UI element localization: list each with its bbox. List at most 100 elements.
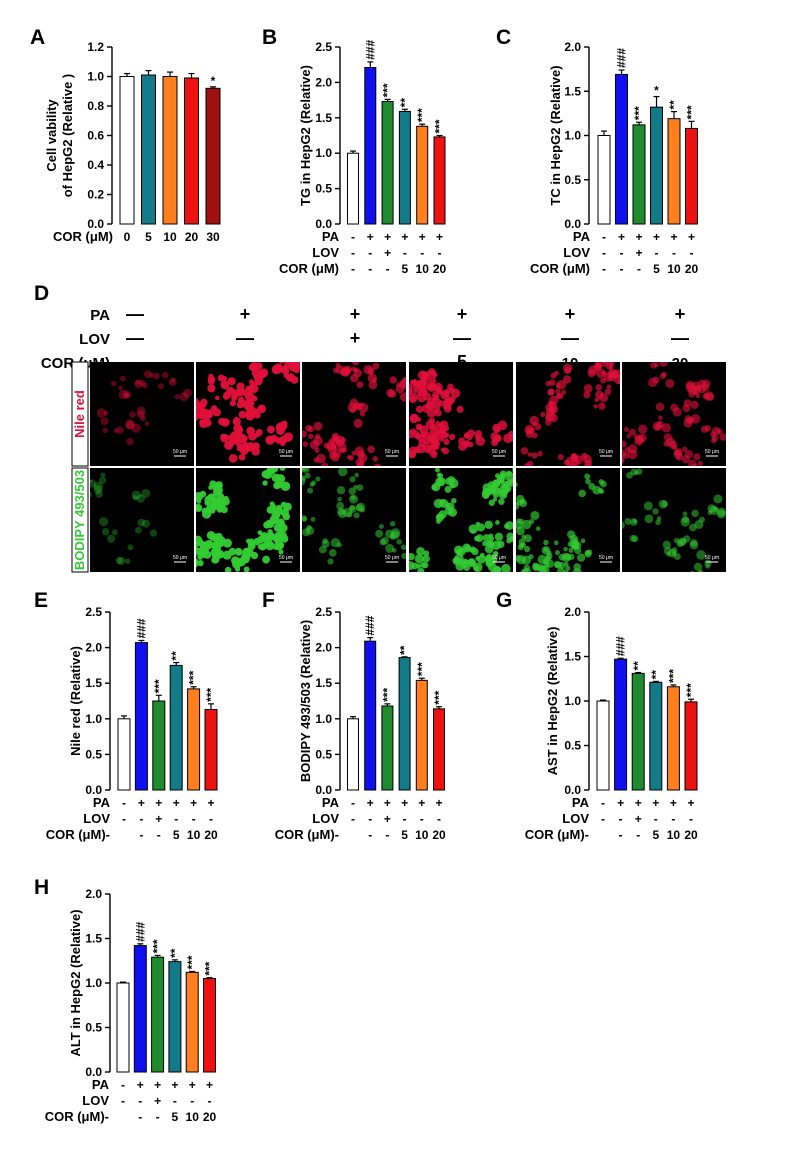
cell (356, 484, 364, 492)
cell (214, 481, 223, 490)
treatment-row-label: COR (μM) (530, 261, 590, 276)
cell (240, 438, 247, 444)
cell (353, 418, 363, 428)
cell (358, 453, 368, 463)
cell (593, 362, 603, 371)
cell (339, 355, 346, 362)
treatment-cell: 30 (206, 230, 220, 244)
treatment-cell: + (173, 796, 180, 810)
cell (246, 426, 255, 436)
treatment-cell: + (688, 230, 695, 244)
bar (597, 135, 611, 225)
cell (696, 550, 706, 560)
cell (280, 481, 291, 491)
cell (624, 517, 632, 525)
cell (627, 444, 638, 454)
treatment-cell: + (367, 796, 374, 810)
cell (310, 516, 316, 522)
cell (276, 518, 285, 527)
treatment-cell: + (384, 796, 391, 810)
treatment-cell: + (635, 230, 642, 244)
treatment-cell: 5 (401, 828, 408, 842)
y-axis-label-line: ALT in HepG2 (Relative) (68, 909, 83, 1056)
bar (684, 701, 698, 791)
cell (100, 472, 106, 478)
cell (512, 468, 513, 473)
cell (100, 417, 109, 426)
cell (196, 546, 199, 553)
cell (704, 559, 712, 567)
cell (93, 481, 104, 492)
cell (220, 506, 228, 514)
treatment-row-label: LOV (563, 245, 590, 260)
cell (665, 379, 675, 388)
cell (222, 550, 232, 560)
cell (409, 392, 419, 403)
scale-bar-label: 50 μm (279, 555, 293, 561)
cell (444, 485, 452, 493)
y-axis-label: BODIPY 493/503 (Relative) (298, 620, 313, 782)
cell (302, 477, 306, 486)
condition-cell: + (457, 304, 468, 324)
treatment-row-label: LOV (562, 811, 589, 826)
treatment-cell: - (690, 246, 694, 260)
cell (250, 551, 259, 560)
cell (438, 400, 445, 407)
treatment-cell: - (122, 812, 126, 826)
cell (595, 384, 602, 391)
cell (217, 374, 225, 382)
treatment-cell: 20 (432, 828, 446, 842)
cell (585, 478, 591, 485)
cell (410, 379, 416, 385)
cell (435, 477, 445, 487)
y-tick-label: 1.0 (85, 976, 102, 990)
cell (262, 480, 268, 486)
cell (119, 375, 126, 382)
cell (419, 425, 429, 435)
cell (561, 552, 572, 563)
cell (314, 447, 320, 453)
treatment-cell: - (420, 812, 424, 826)
cell (348, 487, 357, 496)
cell (270, 518, 277, 525)
treatment-row-label: COR (μM)- (45, 1109, 109, 1124)
bar (415, 679, 428, 791)
bar (184, 77, 199, 225)
cell (374, 463, 381, 466)
cell (210, 508, 216, 514)
cell (113, 428, 119, 434)
bar (416, 125, 429, 225)
cell (563, 561, 569, 567)
cell (567, 541, 573, 547)
cell (131, 423, 141, 433)
panel-label: F (262, 589, 275, 612)
treatment-cell: - (602, 230, 606, 244)
microscopy-tile (90, 362, 194, 466)
cell (672, 445, 678, 450)
cell (196, 401, 202, 410)
cell (390, 528, 401, 538)
cell (683, 535, 691, 543)
cell (511, 468, 513, 469)
cell (451, 497, 457, 504)
cell (174, 394, 180, 400)
panel-label: H (34, 876, 49, 899)
cell (497, 576, 506, 585)
cell (698, 569, 704, 572)
bar (685, 127, 698, 225)
cell (658, 415, 663, 421)
cell (202, 509, 212, 519)
cell (136, 494, 145, 503)
cell (462, 543, 472, 553)
y-tick-label: 2.5 (315, 605, 332, 619)
cell (563, 375, 572, 384)
treatment-row-label: COR (μM)- (46, 827, 110, 842)
panel-g-chart: G 0.0 0.5 1.0 1.5 2.0 AST in HepG2 (Relative) #… (496, 589, 698, 842)
treatment-cell: - (192, 812, 196, 826)
cell (226, 386, 235, 395)
cell (535, 526, 541, 531)
cell (259, 406, 265, 412)
cell (321, 462, 329, 466)
cell (501, 573, 510, 582)
cell-cluster (196, 468, 292, 572)
